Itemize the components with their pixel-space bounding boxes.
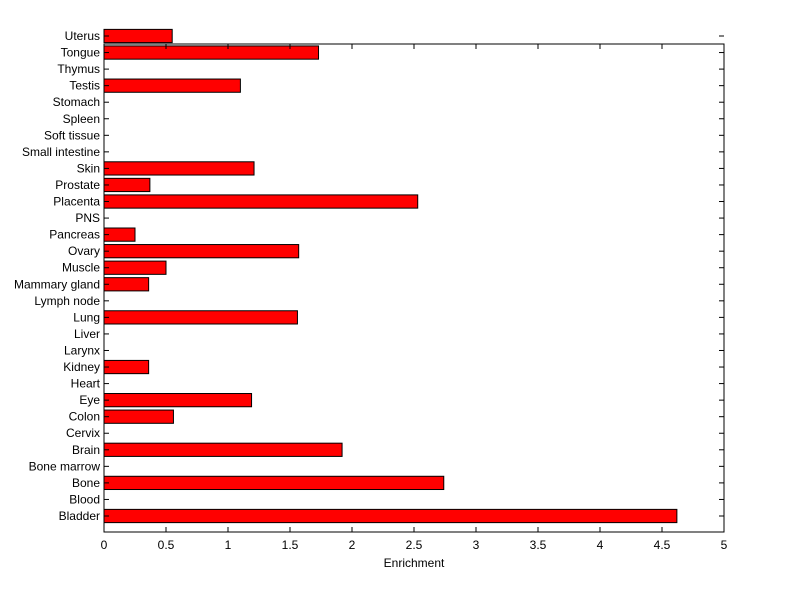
y-tick-label: Brain [72, 443, 100, 457]
y-tick-label: Prostate [55, 178, 100, 192]
y-tick-label: Soft tissue [44, 128, 100, 142]
bar-brain [103, 442, 343, 457]
x-tick-label: 4 [597, 538, 604, 552]
bar-skin [103, 161, 255, 176]
y-tick-label: Liver [74, 327, 100, 341]
bar-bone [103, 475, 445, 491]
x-tick-label: 1.5 [282, 538, 299, 552]
y-tick-label: Pancreas [49, 228, 100, 242]
bar-eye [103, 393, 253, 408]
y-tick-label: Thymus [57, 62, 100, 76]
bar-muscle [103, 260, 167, 275]
bar-lung [103, 310, 298, 325]
y-tick-label: Stomach [53, 95, 100, 109]
bar-bladder [103, 508, 678, 524]
y-tick-label: Mammary gland [14, 277, 100, 291]
y-tick-label: Testis [69, 79, 100, 93]
bar-placenta [103, 194, 419, 209]
y-tick-label: Blood [69, 492, 100, 506]
y-tick-label: Muscle [62, 261, 100, 275]
y-tick-label: Cervix [66, 426, 100, 440]
bar-prostate [103, 177, 151, 193]
bar-kidney [103, 359, 150, 375]
x-tick-label: 4.5 [654, 538, 671, 552]
x-tick-label: 0 [101, 538, 108, 552]
y-tick-label: Spleen [63, 112, 100, 126]
x-axis-ticks: 0 0.5 1 1.5 2 2.5 3 3.5 4 4.5 5 [101, 44, 728, 552]
bar-tongue [103, 45, 320, 60]
y-axis-ticks: Bladder Blood Bone Bone marrow Brain Cervix Co… [14, 29, 724, 523]
y-tick-label: Larynx [64, 343, 100, 357]
y-tick-label: Placenta [53, 195, 100, 209]
plot-frame [103, 43, 725, 533]
bar-uterus [103, 28, 173, 44]
bar-colon [103, 409, 174, 424]
y-tick-label: Bladder [59, 509, 100, 523]
x-tick-label: 3 [473, 538, 480, 552]
x-tick-label: 2 [349, 538, 356, 552]
x-tick-label: 5 [721, 538, 728, 552]
y-tick-label: Skin [77, 161, 100, 175]
plot-area [104, 44, 724, 532]
y-tick-label: Uterus [65, 29, 100, 43]
y-tick-label: Lung [73, 310, 100, 324]
y-tick-label: Bone [72, 476, 100, 490]
x-tick-label: 1 [225, 538, 232, 552]
y-tick-label: Bone marrow [29, 459, 101, 473]
x-tick-label: 0.5 [158, 538, 175, 552]
bar-testis [103, 78, 241, 93]
y-tick-label: Heart [71, 377, 101, 391]
y-tick-label: Ovary [68, 244, 100, 258]
y-tick-label: Lymph node [34, 294, 100, 308]
x-axis-title: Enrichment [384, 556, 445, 570]
y-tick-label: Small intestine [22, 145, 100, 159]
y-tick-label: PNS [75, 211, 100, 225]
bar-mammary-gland [103, 277, 150, 292]
y-tick-label: Eye [79, 393, 100, 407]
y-tick-label: Kidney [63, 360, 100, 374]
y-tick-label: Colon [69, 410, 100, 424]
y-tick-label: Tongue [61, 46, 101, 60]
bar-ovary [103, 244, 300, 259]
x-tick-label: 2.5 [406, 538, 423, 552]
x-tick-label: 3.5 [530, 538, 547, 552]
